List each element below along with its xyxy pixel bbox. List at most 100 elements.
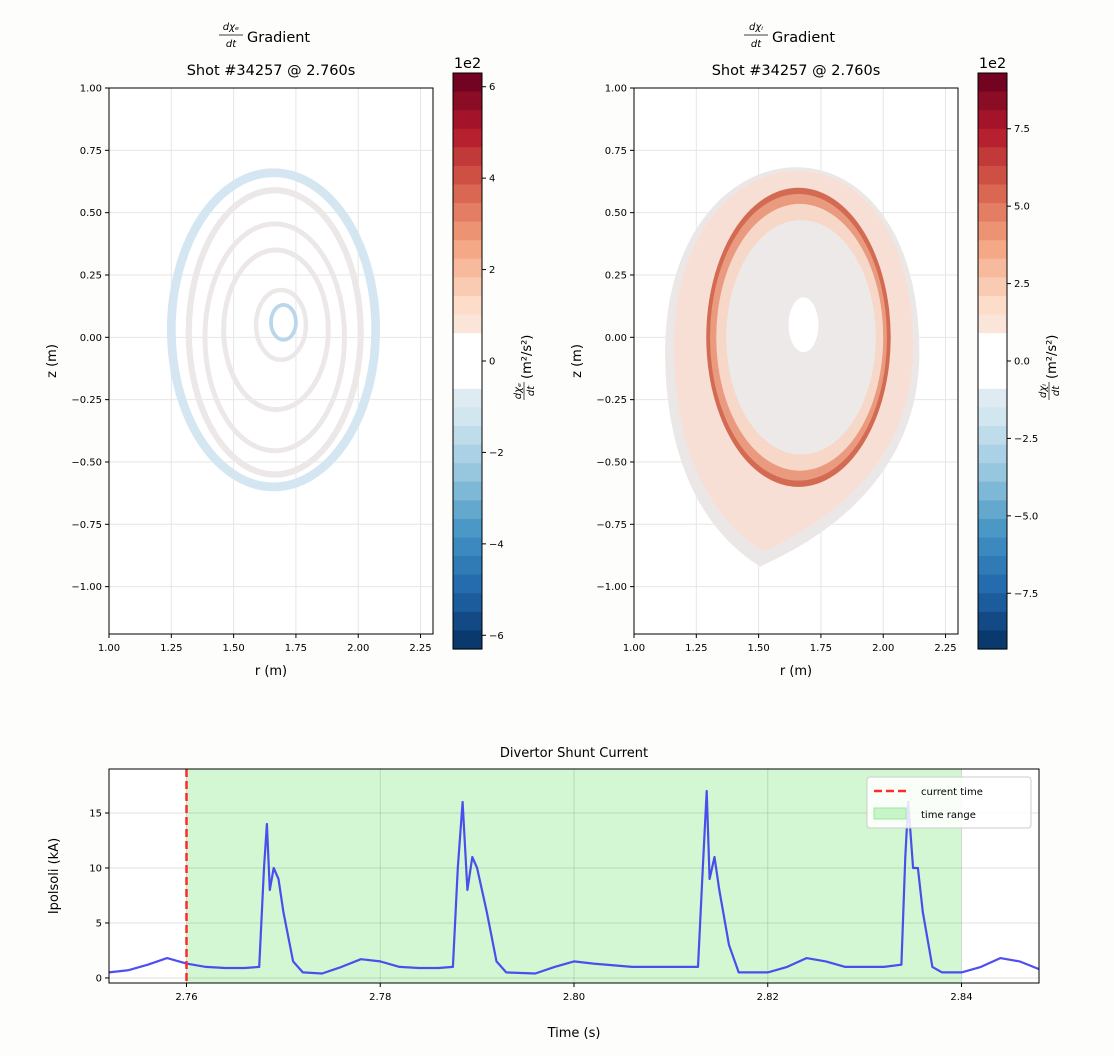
- contour-band: [253, 287, 309, 362]
- colorbar-segment: [453, 370, 482, 390]
- colorbar-segment: [978, 165, 1007, 186]
- colorbar-segment: [978, 277, 1007, 297]
- colorbar-segment: [453, 147, 482, 167]
- x-tick-label: 1.75: [285, 643, 307, 654]
- colorbar-segment: [978, 147, 1007, 167]
- y-tick-label: −0.50: [71, 457, 102, 468]
- colorbar-segment: [453, 221, 482, 241]
- colorbar-tick-label: 0.0: [1014, 357, 1030, 368]
- colorbar-segment: [453, 537, 482, 557]
- contour-band: [185, 187, 364, 478]
- x-tick-label: 2.25: [409, 643, 431, 654]
- colorbar-segment: [978, 295, 1007, 316]
- y-tick-label: −1.00: [71, 582, 102, 593]
- colorbar-segment: [453, 73, 482, 93]
- colorbar-segment: [453, 258, 482, 278]
- colorbar-segment: [978, 463, 1007, 483]
- legend-time-range-swatch: [873, 807, 907, 820]
- y-tick-label: −0.50: [596, 457, 627, 468]
- colorbar-label-units: (m²/s²): [1045, 335, 1060, 379]
- colorbar-tick-label: 7.5: [1014, 124, 1030, 135]
- axes-frame: [633, 87, 959, 635]
- y-tick-label: 0.25: [605, 270, 627, 281]
- colorbar-segment: [978, 221, 1007, 241]
- colorbar-tick-label: −6: [489, 631, 504, 642]
- colorbar-label-numerator: dχₑ: [513, 383, 524, 399]
- contour-band: [166, 168, 381, 492]
- x-tick-label: 1.75: [810, 643, 832, 654]
- y-tick-label: 5: [96, 918, 102, 929]
- contour-band: [269, 303, 298, 342]
- colorbar-tick-label: 2.5: [1014, 279, 1030, 290]
- colorbar-segment: [453, 611, 482, 632]
- x-tick-label: 2.76: [175, 992, 197, 1003]
- title-numerator: dχₑ: [223, 22, 239, 33]
- x-tick-label: 1.50: [222, 643, 244, 654]
- x-tick-label: 1.25: [160, 643, 182, 654]
- x-tick-label: 1.00: [623, 643, 645, 654]
- x-tick-label: 2.25: [934, 643, 956, 654]
- colorbar-label: dχᵢ dt (m²/s²): [1038, 335, 1062, 400]
- y-tick-label: 0.75: [605, 146, 627, 157]
- colorbar-segment: [978, 73, 1007, 93]
- y-tick-label: 1.00: [605, 84, 627, 95]
- colorbar-segment: [453, 463, 482, 483]
- y-tick-label: 1.00: [80, 84, 102, 95]
- colorbar-segment: [453, 184, 482, 204]
- legend-label-time-range: time range: [921, 810, 976, 821]
- colorbar-segment: [453, 128, 482, 148]
- y-tick-label: 15: [89, 808, 102, 819]
- colorbar-label-denominator: dt: [526, 385, 537, 396]
- title-numerator: dχᵢ: [749, 22, 763, 33]
- colorbar-segment: [453, 500, 482, 520]
- y-tick-label: −0.25: [71, 395, 102, 406]
- chart-title: Divertor Shunt Current: [500, 746, 648, 761]
- colorbar-segment: [453, 203, 482, 223]
- colorbar-segment: [453, 426, 482, 446]
- y-tick-label: 0.00: [80, 333, 102, 344]
- y-axis-label: z (m): [45, 344, 60, 378]
- axes-frame: [108, 87, 434, 635]
- colorbar-segment: [978, 611, 1007, 632]
- colorbar-segment: [453, 91, 482, 111]
- colorbar-tick-label: −5.0: [1014, 511, 1038, 522]
- colorbar-tick-label: −4: [489, 539, 504, 550]
- y-tick-label: −0.25: [596, 395, 627, 406]
- colorbar-label-denominator: dt: [1051, 385, 1062, 396]
- colorbar-segment: [453, 388, 482, 409]
- colorbar-segment: [978, 426, 1007, 446]
- y-tick-label: 0.00: [605, 333, 627, 344]
- colorbar-segment: [978, 481, 1007, 501]
- colorbar-segment: [978, 630, 1007, 650]
- colorbar-segment: [978, 444, 1007, 464]
- y-tick-label: −1.00: [596, 582, 627, 593]
- x-axis-label: r (m): [780, 664, 812, 679]
- x-tick-label: 1.50: [747, 643, 769, 654]
- colorbar-segment: [453, 574, 482, 594]
- colorbar-segment: [978, 91, 1007, 111]
- contour-region: [788, 297, 819, 353]
- colorbar-label: dχₑ dt (m²/s²): [513, 335, 537, 400]
- colorbar-segment: [453, 518, 482, 539]
- colorbar-segment: [978, 388, 1007, 409]
- colorbar-segment: [453, 407, 482, 427]
- colorbar-segment: [978, 593, 1007, 613]
- colorbar-tick-label: 6: [489, 82, 495, 93]
- x-tick-label: 1.25: [685, 643, 707, 654]
- colorbar-tick-label: −7.5: [1014, 589, 1038, 600]
- colorbar-segment: [453, 240, 482, 260]
- colorbar-segment: [453, 351, 482, 371]
- colorbar-segment: [453, 110, 482, 130]
- colorbar-segment: [978, 518, 1007, 539]
- colorbar-segment: [453, 277, 482, 297]
- colorbar-segment: [453, 314, 482, 334]
- colorbar-segment: [453, 630, 482, 650]
- colorbar-segment: [978, 240, 1007, 260]
- colorbar-offset-text: 1e2: [979, 56, 1006, 72]
- colorbar-segment: [453, 333, 482, 353]
- colorbar-offset-text: 1e2: [454, 56, 481, 72]
- colorbar-label-units: (m²/s²): [520, 335, 535, 379]
- colorbar-segment: [978, 351, 1007, 371]
- legend-label-current-time: current time: [921, 787, 983, 798]
- title-denominator: dt: [751, 39, 762, 50]
